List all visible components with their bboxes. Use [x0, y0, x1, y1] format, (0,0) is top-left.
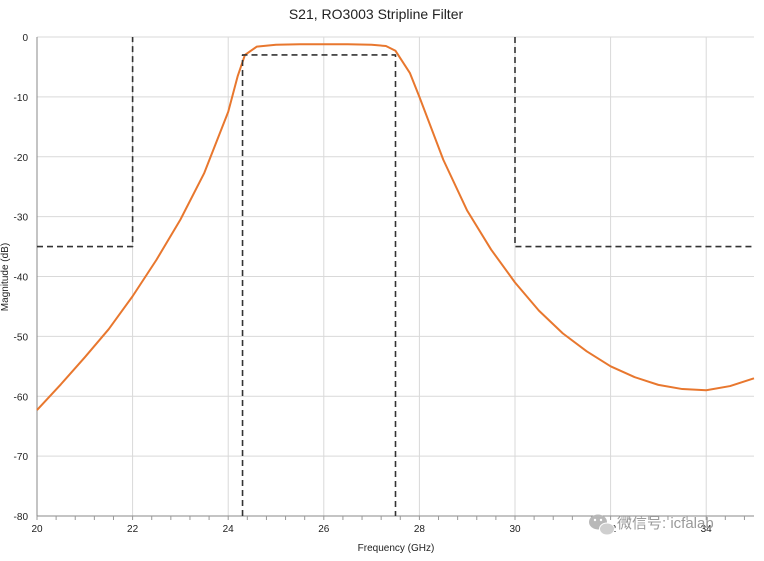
x-tick-label: 20	[31, 524, 43, 535]
y-tick-label: -70	[14, 452, 29, 463]
ticks-layer: 20222426283032340-10-20-30-40-50-60-70-8…	[14, 33, 713, 535]
x-tick-label: 24	[223, 524, 235, 535]
x-tick-label: 30	[509, 524, 521, 535]
y-tick-label: -20	[14, 153, 29, 164]
y-tick-label: -60	[14, 392, 29, 403]
y-tick-label: -40	[14, 273, 29, 284]
y-tick-label: -30	[14, 213, 29, 224]
x-tick-label: 34	[701, 524, 713, 535]
wechat-icon	[589, 514, 615, 536]
y-tick-label: 0	[22, 33, 28, 44]
y-axis-label: Magnitude (dB)	[0, 243, 11, 311]
series-layer	[36, 37, 755, 516]
watermark-text: 微信号: icfalab	[617, 515, 714, 532]
chart-title: S21, RO3003 Stripline Filter	[289, 6, 464, 22]
x-tick-label: 22	[127, 524, 139, 535]
mask-line-2	[241, 54, 397, 516]
mask-line-1	[37, 37, 134, 248]
x-tick-label: 28	[414, 524, 426, 535]
x-axis-label: Frequency (GHz)	[358, 543, 435, 554]
mask-line-3	[514, 37, 754, 248]
x-tick-label: 26	[318, 524, 330, 535]
y-tick-label: -10	[14, 93, 29, 104]
y-tick-label: -50	[14, 332, 29, 343]
y-tick-label: -80	[14, 512, 29, 523]
s21-curve	[36, 43, 755, 411]
watermark: 微信号: icfalab	[589, 514, 714, 536]
